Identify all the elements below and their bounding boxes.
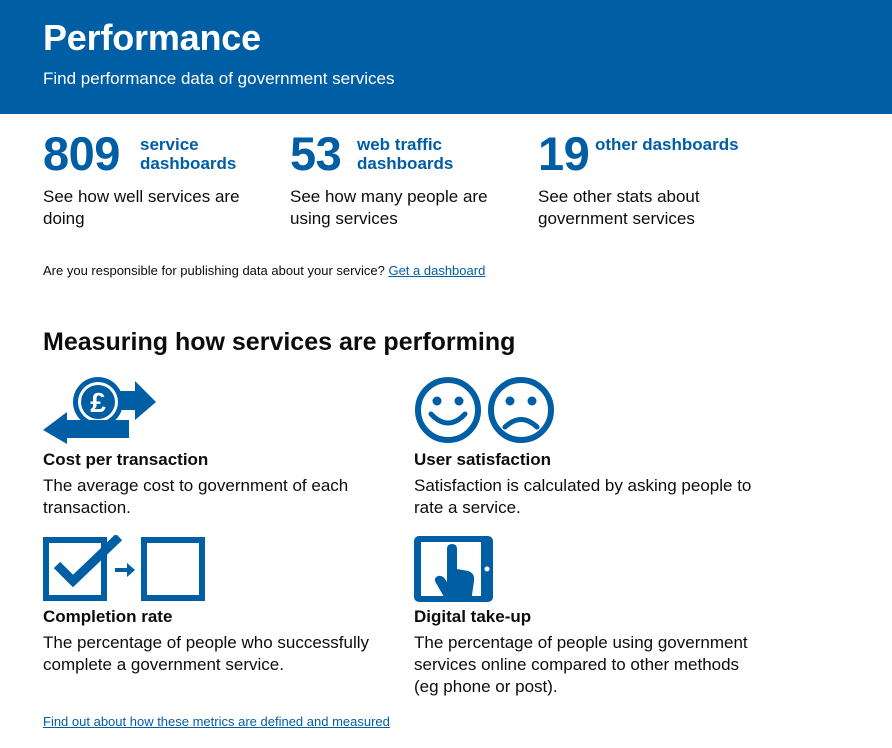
metric-description: The percentage of people using governmen… [414,633,748,696]
stat-number: 53 [290,127,342,180]
stat-description: See how many people are using services [290,187,488,228]
metric-title: User satisfaction [414,450,551,469]
publish-prompt: Are you responsible for publishing data … [43,262,485,280]
section-title: Measuring how services are performing [43,328,516,356]
stat-label[interactable]: web traffic dashboards [357,135,454,173]
stat-number: 19 [538,127,590,180]
metrics-definition-link[interactable]: Find out about how these metrics are def… [43,714,390,729]
stat-description: See other stats about government service… [538,187,700,228]
metric-title: Completion rate [43,607,173,626]
stat-number: 809 [43,127,120,180]
metric-title: Digital take-up [414,607,532,626]
stat-description: See how well services are doing [43,187,240,228]
stat-label[interactable]: service dashboards [140,135,237,173]
pound-exchange-icon: £ [43,377,156,444]
happy-sad-faces-icon [415,377,554,443]
metric-description: Satisfaction is calculated by asking peo… [414,476,752,517]
metric-title: Cost per transaction [43,450,209,469]
publish-text: Are you responsible for publishing data … [43,263,385,278]
get-dashboard-link[interactable]: Get a dashboard [388,263,486,278]
metric-description: The percentage of people who successfull… [43,633,370,674]
page-header: Performance Find performance data of gov… [0,0,892,114]
checkbox-completion-icon [43,535,205,601]
stat-label[interactable]: other dashboards [595,135,739,154]
page-title: Performance [43,17,261,58]
metric-description: The average cost to government of each t… [43,476,349,517]
page-subtitle: Find performance data of government serv… [43,69,395,88]
svg-text:£: £ [90,387,106,418]
tablet-touch-icon [414,536,493,602]
